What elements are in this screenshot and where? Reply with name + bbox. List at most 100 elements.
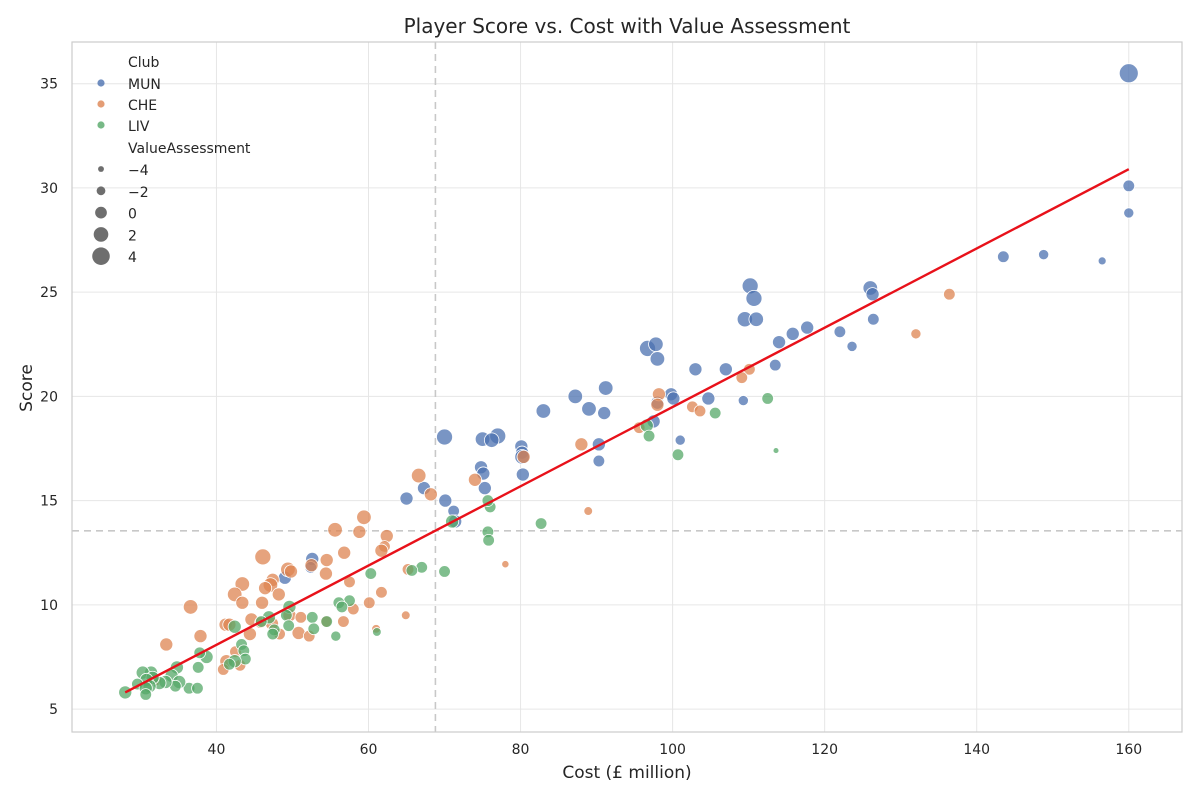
data-point-che (193, 629, 208, 644)
data-point-che (501, 560, 510, 569)
data-point-liv (227, 619, 242, 634)
data-point-liv (191, 661, 205, 674)
data-point-che (693, 404, 707, 418)
data-point-liv (482, 533, 495, 547)
data-point-mun (701, 391, 716, 406)
data-point-liv (223, 658, 236, 671)
data-point-che (423, 487, 438, 502)
data-point-che (294, 611, 308, 624)
data-point-che (255, 595, 270, 610)
data-point-liv (405, 564, 419, 577)
legend-size-label: −2 (128, 185, 149, 201)
x-tick-label: 40 (208, 742, 226, 758)
data-point-mun (865, 287, 880, 302)
y-tick-label: 25 (40, 285, 58, 301)
legend-label-liv: LIV (128, 119, 150, 135)
legend-size-title: ValueAssessment (128, 141, 251, 157)
data-point-liv (266, 627, 279, 641)
data-point-mun (399, 491, 414, 506)
data-point-liv (642, 429, 656, 443)
data-point-mun (515, 467, 530, 482)
data-point-liv (307, 622, 321, 636)
legend-size-label: 0 (128, 207, 137, 223)
x-axis-label: Cost (£ million) (562, 763, 691, 783)
data-point-che (234, 576, 251, 592)
reference-lines (72, 42, 1182, 732)
data-point-che (283, 564, 298, 579)
y-tick-labels: 5 10 15 20 25 30 35 (40, 77, 58, 718)
data-point-mun (436, 428, 453, 446)
y-tick-label: 15 (40, 494, 58, 510)
data-point-che (375, 586, 388, 599)
data-point-mun (567, 388, 584, 405)
data-point-mun (688, 362, 703, 377)
data-point-che (304, 558, 319, 573)
x-tick-labels: 40 60 80 100 120 140 160 (208, 742, 1143, 758)
data-point-che (583, 506, 594, 516)
legend-size-label: −4 (128, 163, 149, 179)
data-point-che (235, 595, 250, 610)
data-point-mun (535, 403, 552, 419)
data-point-liv (761, 392, 774, 405)
data-point-mun (737, 395, 749, 407)
legend-marker-che (97, 100, 105, 108)
legend-size-marker (92, 247, 110, 265)
series-liv (118, 392, 780, 701)
data-point-mun (769, 358, 782, 372)
data-point-che (574, 437, 589, 452)
y-tick-label: 10 (40, 598, 58, 614)
data-point-mun (483, 432, 500, 448)
data-point-mun (597, 406, 612, 421)
data-point-che (410, 467, 427, 484)
data-point-che (516, 449, 531, 464)
data-point-liv (708, 406, 722, 420)
data-point-che (910, 328, 922, 340)
data-point-che (363, 596, 376, 610)
data-point-mun (649, 351, 666, 367)
legend-size-label: 4 (128, 250, 137, 266)
data-point-mun (800, 320, 815, 335)
data-point-mun (1038, 249, 1050, 261)
legend: Club ValueAssessment MUN CHE LIV −4 −2 0 2 4 (92, 55, 251, 266)
data-point-mun (666, 391, 681, 406)
legend-size-marker (98, 166, 104, 172)
trend-line (124, 168, 1130, 694)
data-point-che (327, 522, 343, 538)
data-point-mun (867, 313, 880, 326)
plot-frame (71, 41, 1183, 733)
data-points (118, 63, 1139, 701)
data-point-che (319, 553, 334, 568)
data-point-che (182, 599, 199, 615)
data-point-liv (534, 517, 548, 530)
data-point-che (356, 509, 372, 525)
data-point-mun (592, 454, 606, 468)
data-point-liv (335, 600, 349, 614)
data-point-che (467, 472, 482, 487)
data-point-che (337, 615, 350, 628)
data-point-mun (477, 481, 492, 496)
data-point-mun (997, 250, 1010, 263)
data-point-liv (671, 448, 685, 461)
legend-label-che: CHE (128, 98, 157, 114)
data-point-mun (718, 362, 733, 377)
data-point-liv (438, 565, 451, 578)
x-tick-label: 60 (360, 742, 378, 758)
data-point-liv (364, 567, 378, 580)
data-point-che (254, 548, 272, 566)
legend-size-marker (93, 227, 109, 242)
data-point-che (271, 587, 286, 602)
x-tick-label: 100 (659, 742, 686, 758)
legend-size-marker (95, 206, 107, 219)
data-point-mun (846, 340, 858, 352)
data-point-che (943, 287, 956, 301)
data-point-liv (282, 619, 295, 632)
legend-label-mun: MUN (128, 77, 161, 93)
data-point-che (159, 637, 174, 652)
y-tick-label: 20 (40, 389, 58, 405)
legend-marker-liv (97, 121, 105, 129)
data-point-liv (139, 688, 152, 701)
data-point-mun (745, 289, 763, 307)
x-tick-label: 80 (512, 742, 530, 758)
data-point-liv (330, 630, 342, 642)
data-point-che (258, 581, 273, 596)
